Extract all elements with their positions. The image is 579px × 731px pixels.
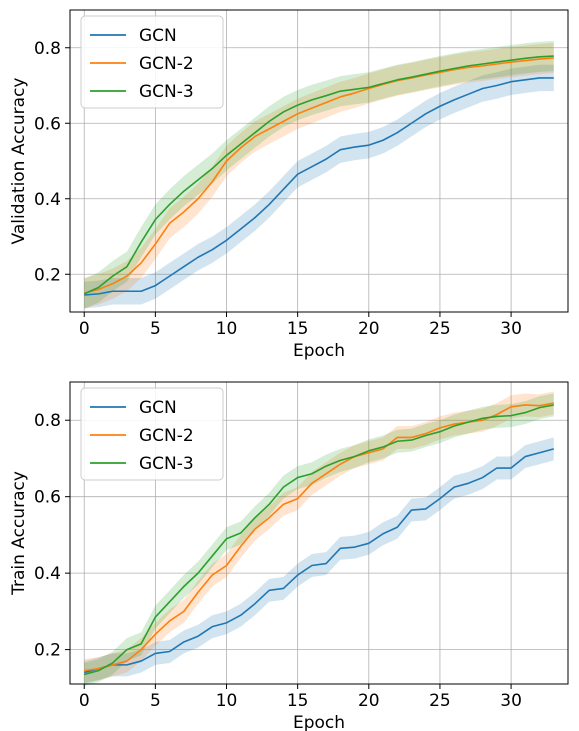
x-tick-label: 0	[79, 319, 90, 339]
x-tick-label: 10	[216, 691, 238, 711]
series-line-gcn	[84, 77, 554, 296]
band-gcn-2	[84, 42, 554, 309]
x-tick-label: 25	[429, 319, 451, 339]
legend-label: GCN	[139, 26, 177, 46]
series-line-gcn-2	[84, 57, 554, 294]
x-tick-label: 20	[358, 691, 380, 711]
legend-label: GCN-3	[139, 454, 194, 474]
x-tick-label: 5	[150, 691, 161, 711]
y-tick-label: 0.4	[34, 564, 61, 584]
x-tick-label: 15	[287, 691, 309, 711]
chart-2: 0 5 10 15 20 25 30 0.2 0.4 0.6 0.8 Epoch Train Accur…	[9, 381, 569, 731]
x-tick-label: 20	[358, 319, 380, 339]
chart-1: 0 5 10 15 20 25 30 0.2 0.4 0.6 0.8 Epoch Validation …	[9, 9, 569, 361]
series-line-gcn	[84, 448, 554, 674]
band-gcn	[84, 437, 554, 684]
x-tick-label: 15	[287, 319, 309, 339]
x-tick-label: 30	[500, 691, 522, 711]
series-line-gcn-3	[83, 55, 554, 295]
x-tick-label: 0	[79, 691, 90, 711]
legend: GCN GCN-2 GCN-3	[80, 387, 224, 481]
y-tick-label: 0.6	[34, 114, 61, 134]
plot-frame	[69, 381, 569, 685]
legend-label: GCN	[139, 398, 177, 418]
x-tick-label: 30	[500, 319, 522, 339]
legend-label: GCN-2	[139, 54, 194, 74]
y-tick-label: 0.8	[34, 39, 61, 59]
x-axis-label: Epoch	[293, 713, 345, 731]
y-tick-label: 0.6	[34, 488, 61, 508]
legend-label: GCN-3	[139, 82, 194, 102]
x-tick-label: 5	[150, 319, 161, 339]
x-tick-label: 25	[429, 691, 451, 711]
plot-frame	[69, 9, 569, 313]
band-gcn-2	[84, 391, 554, 683]
y-tick-label: 0.2	[34, 265, 61, 285]
x-axis-label: Epoch	[293, 341, 345, 361]
legend: GCN GCN-2 GCN-3	[80, 15, 224, 109]
series-line-gcn-2	[84, 402, 554, 672]
series-line-gcn-3	[84, 404, 554, 676]
legend-box	[80, 15, 224, 109]
y-axis-label: Train Accuracy	[9, 471, 29, 596]
y-tick-label: 0.2	[34, 641, 61, 661]
band-gcn-3	[84, 40, 554, 309]
legend-box	[80, 387, 224, 481]
y-tick-label: 0.8	[34, 411, 61, 431]
y-tick-label: 0.4	[34, 190, 61, 210]
legend-label: GCN-2	[139, 426, 194, 446]
band-gcn	[84, 64, 554, 309]
y-axis-label: Validation Accuracy	[9, 78, 29, 245]
x-tick-label: 10	[216, 319, 238, 339]
